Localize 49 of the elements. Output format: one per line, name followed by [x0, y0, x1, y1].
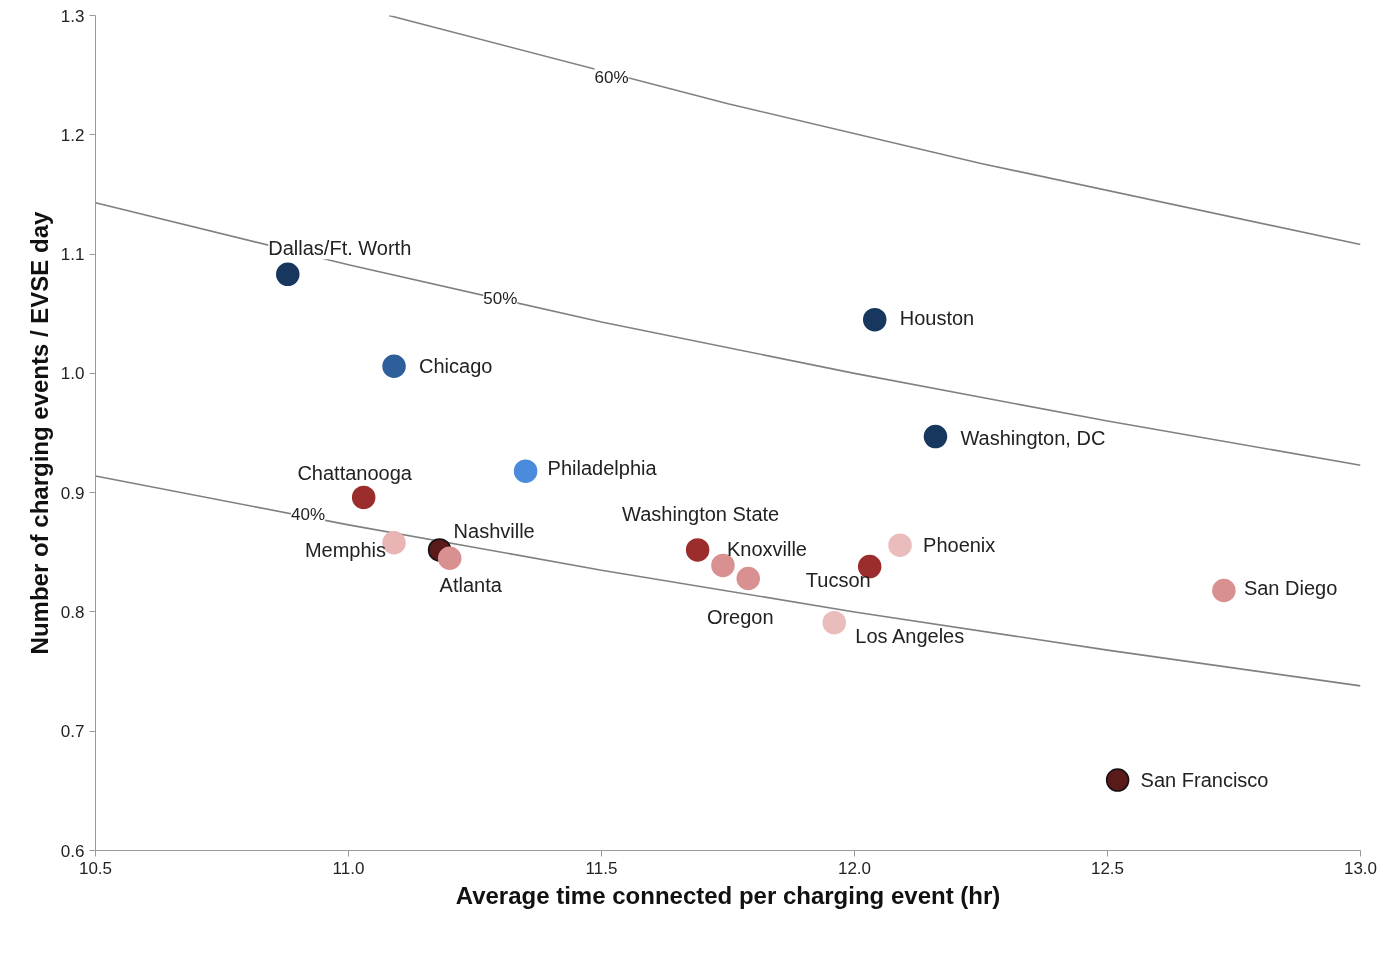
- annotation: Houston: [899, 306, 975, 329]
- annotation: Philadelphia: [547, 457, 658, 480]
- y-tick-label: 1.0: [60, 364, 85, 384]
- point: [685, 538, 710, 562]
- point: [1105, 768, 1130, 792]
- annotation: Atlanta: [439, 574, 503, 597]
- annotation: Oregon: [706, 605, 774, 628]
- y-tick-label: 1.3: [60, 6, 85, 26]
- x-tick-label: 13.0: [1343, 858, 1378, 878]
- annotation: 40%: [291, 504, 326, 524]
- point: [923, 424, 948, 449]
- y-axis-title: Number of charging events / EVSE day: [25, 210, 53, 655]
- point: [513, 459, 538, 483]
- annotation: Washington State: [622, 502, 780, 525]
- annotation: Dallas/Ft. Worth: [268, 237, 412, 260]
- x-tick-label: 11.0: [332, 858, 365, 878]
- point: [437, 546, 462, 570]
- point: [888, 533, 912, 557]
- point: [382, 354, 406, 378]
- y-tick-label: 1.1: [60, 245, 85, 265]
- point: [862, 307, 887, 332]
- annotation: Knoxville: [726, 538, 807, 561]
- annotation: Chattanooga: [297, 462, 413, 485]
- x-tick-label: 12.5: [1090, 858, 1125, 878]
- point: [276, 262, 300, 287]
- annotation: San Francisco: [1140, 769, 1269, 792]
- annotation: Nashville: [453, 519, 535, 542]
- annotation: San Diego: [1243, 577, 1338, 600]
- y-tick-label: 0.6: [60, 841, 85, 861]
- annotation: 50%: [483, 288, 518, 308]
- annotation: Phoenix: [923, 534, 996, 557]
- point: [822, 610, 847, 635]
- point: [351, 485, 376, 510]
- y-tick-label: 0.7: [60, 722, 85, 742]
- y-tick-label: 0.8: [60, 602, 85, 622]
- annotation: Memphis: [304, 538, 387, 561]
- annotation: Washington, DC: [960, 426, 1106, 449]
- annotation: Chicago: [419, 355, 493, 378]
- point: [736, 566, 760, 591]
- annotation: 60%: [594, 68, 629, 88]
- y-tick-label: 1.2: [60, 125, 85, 145]
- x-tick-label: 12.0: [837, 858, 872, 878]
- x-axis-title: Average time connected per charging event (hr): [455, 881, 1001, 909]
- annotation: Tucson: [805, 568, 871, 591]
- x-tick-label: 11.5: [585, 858, 618, 878]
- annotation: Los Angeles: [855, 624, 965, 647]
- x-tick-label: 10.5: [78, 858, 113, 878]
- point: [1212, 578, 1236, 603]
- y-tick-label: 0.9: [60, 483, 85, 503]
